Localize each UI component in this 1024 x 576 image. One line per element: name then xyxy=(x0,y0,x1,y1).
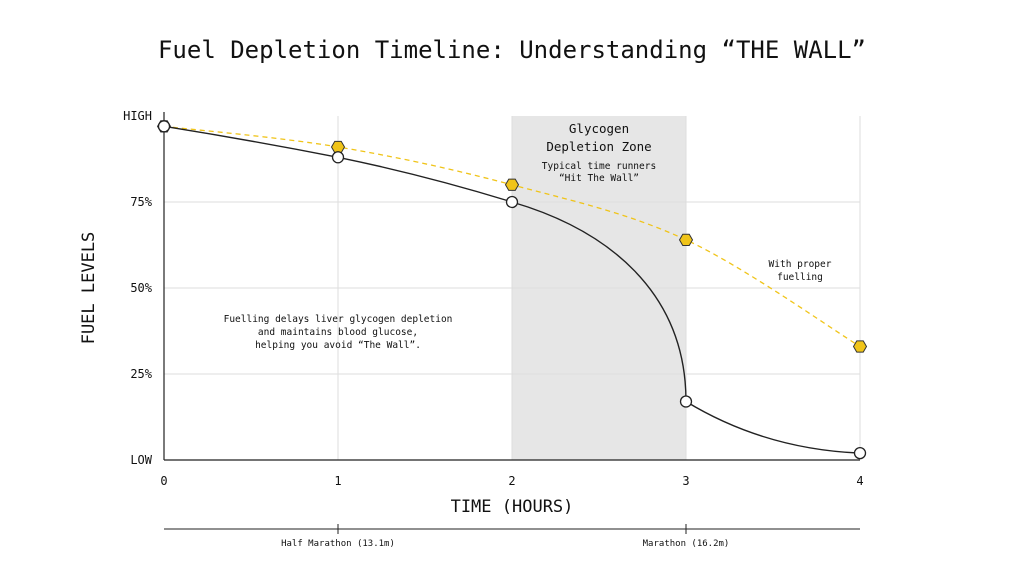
fuelling-label-line-2: fuelling xyxy=(777,272,823,283)
info-line-1: Fuelling delays liver glycogen depletion xyxy=(224,314,453,325)
unfuelled-data-point xyxy=(853,446,867,460)
tick-labels: HIGH 75% 50% 25% LOW 0 1 2 3 4 xyxy=(123,109,864,488)
milestone-label: Half Marathon (13.1m) xyxy=(281,539,395,549)
zone-title-line-1: Glycogen xyxy=(569,121,629,136)
unfuelled-data-point xyxy=(157,120,171,133)
x-tick-label: 1 xyxy=(334,474,341,488)
milestone-timeline: Half Marathon (13.1m) Marathon (16.2m) xyxy=(164,524,860,549)
fuelled-data-point xyxy=(330,140,346,154)
grid xyxy=(164,116,861,460)
info-line-2: and maintains blood glucose, xyxy=(258,327,418,338)
zone-title-line-2: Depletion Zone xyxy=(546,139,651,154)
info-line-3: helping you avoid “The Wall”. xyxy=(255,340,421,351)
fuelling-label-line-1: With proper xyxy=(769,259,832,270)
unfuelled-data-point xyxy=(331,151,345,164)
y-tick-label: 75% xyxy=(130,195,152,209)
x-tick-label: 0 xyxy=(160,474,167,488)
fuelled-data-point xyxy=(852,340,868,353)
markers xyxy=(156,120,868,460)
chart-title: Fuel Depletion Timeline: Understanding “… xyxy=(158,36,866,64)
fuelled-data-point xyxy=(678,233,694,246)
x-axis-title: TIME (HOURS) xyxy=(451,497,574,517)
x-tick-label: 3 xyxy=(682,474,689,488)
y-tick-label: 50% xyxy=(130,281,152,295)
y-axis-title: FUEL LEVELS xyxy=(79,232,99,345)
y-tick-label: LOW xyxy=(130,453,152,467)
x-tick-label: 4 xyxy=(856,474,863,488)
milestone-label: Marathon (16.2m) xyxy=(643,539,730,549)
unfuelled-data-point xyxy=(679,395,693,408)
zone-note-line-1: Typical time runners xyxy=(542,161,656,172)
y-tick-label: 25% xyxy=(130,367,152,381)
unfuelled-data-point xyxy=(505,195,519,209)
x-tick-label: 2 xyxy=(508,474,515,488)
y-tick-label: HIGH xyxy=(123,109,152,123)
axes xyxy=(163,112,860,461)
unfuelled-series-line xyxy=(163,125,861,454)
zone-note-line-2: “Hit The Wall” xyxy=(559,173,639,184)
fuelled-data-point xyxy=(504,178,520,191)
